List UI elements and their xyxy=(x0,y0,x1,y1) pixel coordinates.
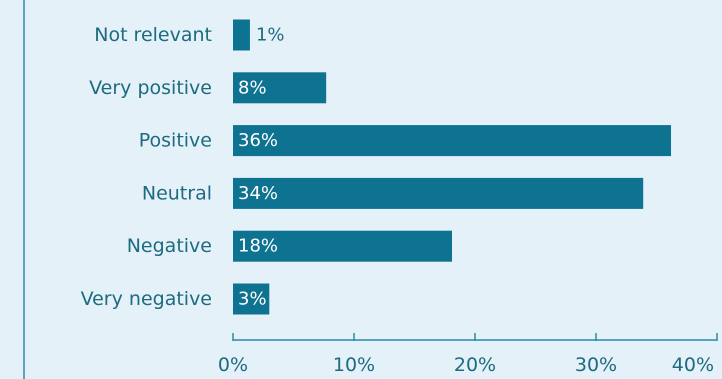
category-label: Negative xyxy=(127,235,212,257)
x-tick-label: 0% xyxy=(218,354,248,376)
category-label: Very negative xyxy=(81,288,212,310)
category-label: Not relevant xyxy=(94,24,212,46)
bar-value-label: 34% xyxy=(238,183,278,204)
bar-value-label: 18% xyxy=(238,236,278,257)
bar xyxy=(233,283,270,315)
bar-value-label: 36% xyxy=(238,130,278,151)
bar xyxy=(233,125,672,157)
bar-value-label: 3% xyxy=(238,289,267,310)
bars-layer: Not relevant 1% Very positive 8% Positive 36%… xyxy=(81,19,672,315)
x-tick-label: 10% xyxy=(333,354,375,376)
bar xyxy=(233,230,453,262)
bar xyxy=(233,19,250,51)
bar xyxy=(233,177,644,209)
bar-value-label: 1% xyxy=(256,25,285,46)
x-tick-label: 20% xyxy=(454,354,496,376)
x-axis: 0% 10% 20% 30% 40% xyxy=(218,333,718,376)
category-label: Very positive xyxy=(89,77,212,99)
category-label: Neutral xyxy=(142,182,212,204)
bar-value-label: 8% xyxy=(238,77,267,98)
x-tick-label: 40% xyxy=(672,354,714,376)
bar xyxy=(233,72,327,104)
x-tick-label: 30% xyxy=(575,354,617,376)
category-label: Positive xyxy=(139,130,212,152)
